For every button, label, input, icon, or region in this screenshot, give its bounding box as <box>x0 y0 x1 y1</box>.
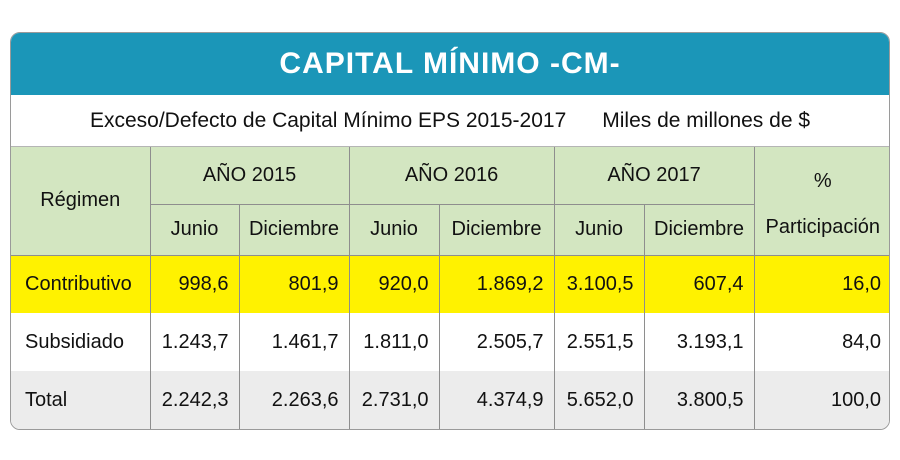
table-row-subsidiado: Subsidiado 1.243,7 1.461,7 1.811,0 2.505… <box>11 313 889 371</box>
header-period: Junio <box>348 203 440 256</box>
header-period: Diciembre <box>643 203 755 256</box>
table-cell: 2.505,7 <box>438 313 555 371</box>
table-cell: 2.731,0 <box>348 371 440 429</box>
table-cell: 2.263,6 <box>238 371 350 429</box>
capital-minimo-card: CAPITAL MÍNIMO -CM- Exceso/Defecto de Ca… <box>10 32 890 430</box>
table-cell: 4.374,9 <box>438 371 555 429</box>
table-cell: 998,6 <box>149 255 240 313</box>
participation-cell: 16,0 <box>753 255 889 313</box>
table-cell: 1.243,7 <box>149 313 240 371</box>
table-cell: 1.811,0 <box>348 313 440 371</box>
table-row-contributivo: Contributivo 998,6 801,9 920,0 1.869,2 3… <box>11 255 889 313</box>
unit-note: Miles de millones de $ <box>602 108 811 132</box>
header-year-2015: AÑO 2015 <box>149 147 350 205</box>
subtitle-text: Exceso/Defecto de Capital Mínimo EPS 201… <box>89 108 567 132</box>
table-cell: 801,9 <box>238 255 350 313</box>
table-cell: 3.100,5 <box>553 255 645 313</box>
table-cell: 2.242,3 <box>149 371 240 429</box>
table-subtitle: Exceso/Defecto de Capital Mínimo EPS 201… <box>11 95 889 147</box>
row-label: Total <box>11 371 151 429</box>
header-period: Diciembre <box>238 203 350 256</box>
header-period: Junio <box>149 203 240 256</box>
header-participation: % Participación <box>753 147 889 256</box>
header-pct-symbol: % <box>813 169 832 192</box>
header-year-2016: AÑO 2016 <box>348 147 555 205</box>
header-participation-label: Participación <box>765 215 881 238</box>
table-cell: 2.551,5 <box>553 313 645 371</box>
table-cell: 920,0 <box>348 255 440 313</box>
header-period: Junio <box>553 203 645 256</box>
table-cell: 1.869,2 <box>438 255 555 313</box>
table-row-total: Total 2.242,3 2.263,6 2.731,0 4.374,9 5.… <box>11 371 889 429</box>
table-cell: 3.193,1 <box>643 313 755 371</box>
capital-table: Régimen AÑO 2015 AÑO 2016 AÑO 2017 % Par… <box>11 147 889 429</box>
row-label: Contributivo <box>11 255 151 313</box>
header-period: Diciembre <box>438 203 555 256</box>
table-cell: 3.800,5 <box>643 371 755 429</box>
table-cell: 607,4 <box>643 255 755 313</box>
table-cell: 5.652,0 <box>553 371 645 429</box>
header-year-2017: AÑO 2017 <box>553 147 755 205</box>
table-cell: 1.461,7 <box>238 313 350 371</box>
page-title: CAPITAL MÍNIMO -CM- <box>11 33 889 95</box>
header-regimen: Régimen <box>11 147 151 256</box>
participation-cell: 100,0 <box>753 371 889 429</box>
row-label: Subsidiado <box>11 313 151 371</box>
participation-cell: 84,0 <box>753 313 889 371</box>
